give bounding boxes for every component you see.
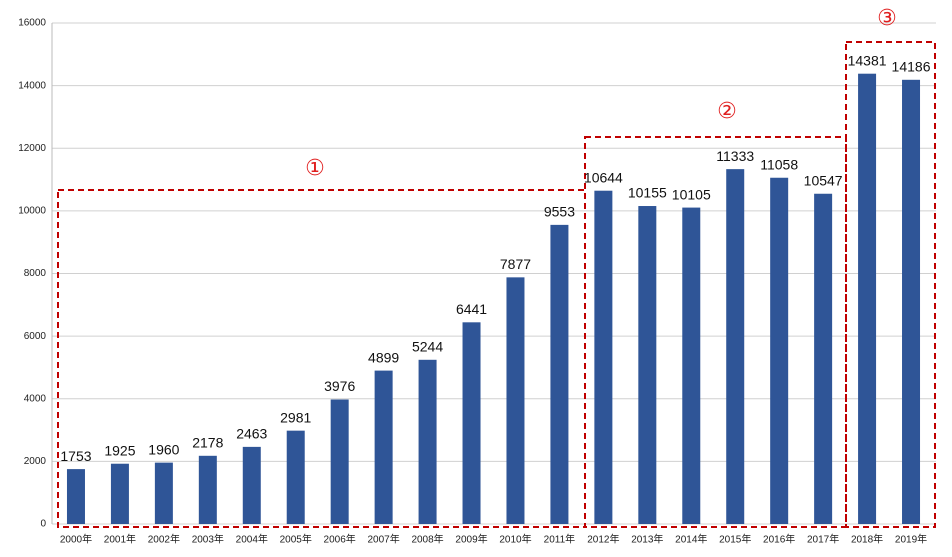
annotation: ① [305, 155, 325, 180]
value-label: 10105 [672, 186, 711, 202]
bar [418, 359, 437, 524]
x-tick-label: 2013年 [631, 533, 663, 546]
x-tick-label: 2008年 [411, 533, 443, 546]
bar [638, 206, 657, 525]
group-box [57, 189, 586, 528]
x-tick-label: 2001年 [104, 533, 136, 546]
value-label: 7877 [500, 256, 531, 272]
x-tick-label: 2005年 [280, 533, 312, 546]
value-label: 11058 [760, 156, 798, 172]
bar [330, 399, 349, 524]
x-tick-label: 2017年 [807, 533, 839, 546]
bar [154, 462, 173, 524]
bar [374, 370, 393, 524]
bar [726, 169, 745, 524]
y-tick-label: 4000 [24, 393, 47, 404]
bar [198, 455, 217, 524]
value-label: 14381 [848, 52, 887, 68]
bar [462, 322, 481, 524]
value-label: 1753 [60, 448, 91, 464]
y-tick-label: 12000 [18, 143, 46, 154]
bar [594, 190, 613, 524]
y-tick-label: 14000 [18, 80, 46, 91]
y-tick-label: 6000 [24, 331, 47, 342]
x-tick-label: 2007年 [368, 533, 400, 546]
bar [242, 446, 261, 524]
x-tick-label: 2018年 [851, 533, 883, 546]
y-tick-label: 2000 [24, 456, 47, 467]
value-label: 10547 [804, 172, 843, 188]
value-label: 2178 [192, 435, 223, 451]
value-label: 14186 [892, 59, 931, 75]
x-tick-label: 2004年 [236, 533, 268, 546]
bar [66, 469, 85, 524]
y-tick-label: 16000 [18, 18, 46, 29]
x-tick-label: 2016年 [763, 533, 795, 546]
value-label: 10644 [584, 169, 623, 185]
x-tick-label: 2006年 [324, 533, 356, 546]
annotation: ③ [877, 5, 897, 30]
y-tick-label: 0 [40, 519, 46, 530]
x-tick-label: 2009年 [455, 533, 487, 546]
x-tick-label: 2010年 [499, 533, 531, 546]
bar [770, 177, 789, 524]
value-label: 2463 [236, 426, 267, 442]
value-label: 5244 [412, 339, 443, 355]
value-label: 6441 [456, 301, 487, 317]
bar [902, 79, 921, 524]
value-label: 4899 [368, 349, 399, 365]
bar [110, 463, 129, 524]
bar [814, 193, 833, 524]
annotation: ② [717, 98, 737, 123]
value-label: 1925 [104, 442, 135, 458]
x-tick-label: 2002年 [148, 533, 180, 546]
bar [550, 224, 569, 524]
x-tick-label: 2015年 [719, 533, 751, 546]
bar [286, 430, 305, 524]
x-tick-label: 2000年 [60, 533, 92, 546]
x-tick-label: 2019年 [895, 533, 927, 546]
y-tick-label: 8000 [24, 268, 47, 279]
bar [506, 277, 525, 524]
value-label: 2981 [280, 409, 311, 425]
value-label: 11333 [716, 148, 754, 164]
value-label: 3976 [324, 378, 355, 394]
bar [682, 207, 701, 524]
y-tick-label: 10000 [18, 206, 46, 217]
x-tick-label: 2003年 [192, 533, 224, 546]
value-label: 10155 [628, 185, 667, 201]
bar [858, 73, 877, 524]
x-tick-label: 2011年 [544, 533, 576, 546]
x-tick-label: 2012年 [587, 533, 619, 546]
group-box [845, 41, 936, 528]
value-label: 9553 [544, 204, 575, 220]
x-tick-label: 2014年 [675, 533, 707, 546]
value-label: 1960 [148, 441, 179, 457]
group-box [584, 136, 847, 528]
